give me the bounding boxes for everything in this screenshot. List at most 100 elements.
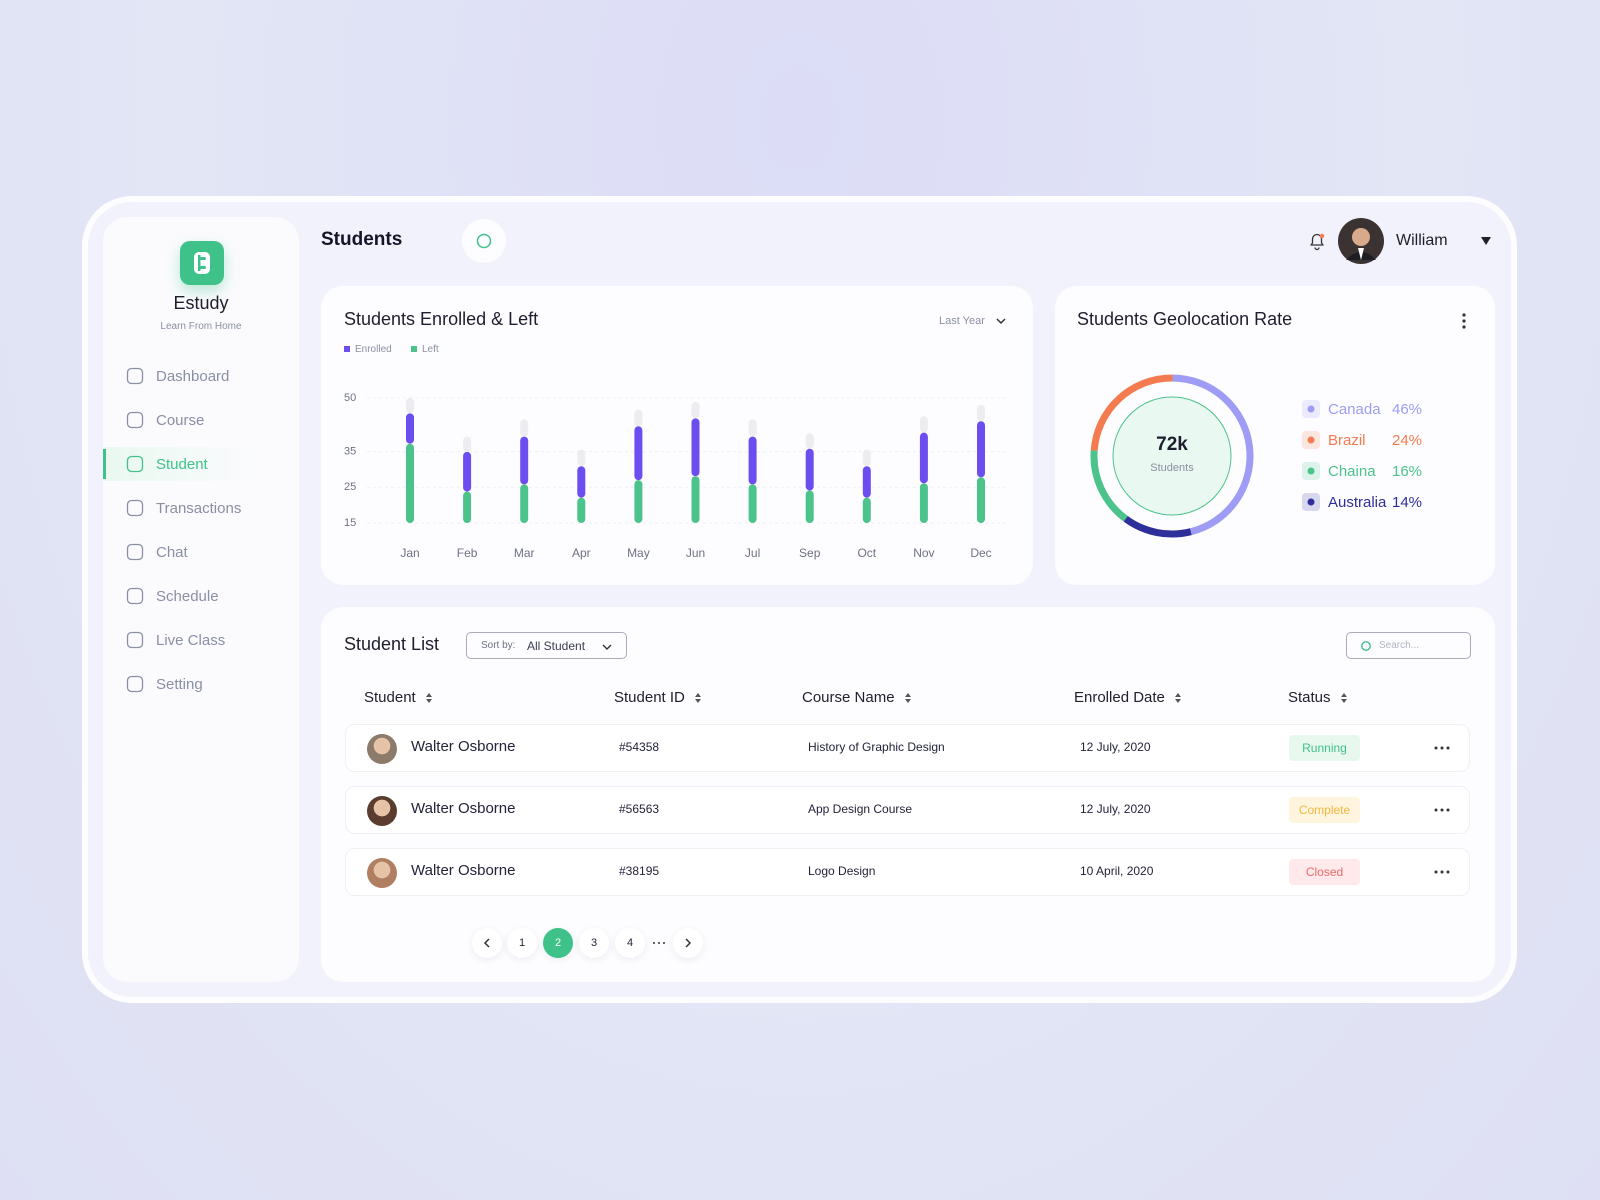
bar-segment — [919, 432, 928, 484]
search-button[interactable] — [462, 219, 506, 263]
notification-bell[interactable] — [1306, 230, 1328, 252]
bar-segment — [748, 419, 757, 437]
row-menu-dot — [1434, 746, 1438, 750]
page-number[interactable]: 3 — [579, 928, 609, 958]
bar-segment — [977, 421, 985, 478]
sort-caret — [602, 644, 612, 650]
status-badge: Closed — [1289, 859, 1360, 885]
ellipsis-dot — [658, 942, 660, 944]
donut-center — [1112, 396, 1232, 516]
list-title: Student List — [344, 634, 440, 654]
page-ellipsis[interactable] — [652, 940, 666, 946]
sort-icon — [1339, 692, 1349, 704]
column-header[interactable]: Course Name — [802, 689, 913, 706]
row-menu-dot — [1440, 870, 1444, 874]
nav-icon-shape — [126, 543, 144, 561]
x-tick-label: Sep — [799, 546, 821, 560]
filter-caret[interactable] — [996, 318, 1006, 325]
nav-label: Schedule — [156, 588, 219, 605]
chart-title: Students Enrolled & Left — [344, 309, 538, 329]
nav-item[interactable]: Chat — [103, 535, 299, 569]
nav-icon — [126, 499, 144, 517]
table-cell: 12 July, 2020 — [1080, 740, 1151, 754]
geolocation-chart: Students Geolocation Rate 72k Students C… — [1077, 309, 1466, 538]
nav-item[interactable]: Student — [103, 447, 299, 481]
search-icon — [1361, 641, 1371, 651]
page-number[interactable]: 4 — [615, 928, 645, 958]
legend-label: Chaina — [1328, 463, 1376, 480]
donut-segment — [1090, 450, 1128, 522]
bar-segment — [463, 491, 472, 523]
nav-icon-shape — [126, 499, 144, 517]
bar-segment — [577, 449, 586, 467]
bar-segment — [862, 466, 871, 498]
page-number[interactable]: 2 — [543, 928, 573, 958]
ellipsis-dot — [653, 942, 655, 944]
donut-segment — [1090, 374, 1173, 451]
table-cell: 12 July, 2020 — [1080, 802, 1151, 816]
row-menu-dot — [1446, 870, 1450, 874]
legend-swatch — [411, 346, 417, 352]
student-avatar — [367, 734, 397, 764]
row-menu[interactable] — [1432, 743, 1452, 753]
logo[interactable] — [180, 241, 224, 285]
bar-segment — [577, 497, 586, 523]
nav-icon — [126, 455, 144, 473]
x-tick-label: Nov — [913, 546, 934, 560]
bar-segment — [520, 484, 529, 523]
sort-icon — [693, 692, 703, 704]
student-name: Walter Osborne — [411, 738, 516, 755]
legend-swatch — [1307, 498, 1315, 506]
bar-segment — [634, 426, 643, 481]
bar-segment — [919, 483, 928, 523]
nav-item[interactable]: Dashboard — [103, 359, 299, 393]
card-menu[interactable] — [1462, 313, 1466, 329]
nav-item[interactable]: Setting — [103, 667, 299, 701]
column-header[interactable]: Student — [364, 689, 434, 706]
nav-item[interactable]: Course — [103, 403, 299, 437]
x-tick-label: Feb — [457, 546, 478, 560]
nav-icon-shape — [126, 631, 144, 649]
nav-item[interactable]: Transactions — [103, 491, 299, 525]
page-next[interactable] — [673, 928, 703, 958]
legend-label: Enrolled — [355, 344, 392, 355]
user-name[interactable]: William — [1396, 232, 1448, 249]
user-menu-caret[interactable] — [1479, 235, 1493, 247]
y-tick-label: 35 — [344, 445, 356, 457]
search-placeholder: Search... — [1379, 640, 1420, 651]
row-menu[interactable] — [1432, 867, 1452, 877]
period-filter[interactable]: Last Year — [939, 315, 985, 327]
row-menu[interactable] — [1432, 805, 1452, 815]
bar-segment — [406, 413, 414, 444]
bar-segment — [748, 436, 757, 485]
bar-segment — [862, 449, 871, 467]
chevron — [685, 938, 692, 948]
legend-value: 46% — [1392, 401, 1422, 418]
bar-segment — [520, 436, 529, 485]
search-box[interactable]: Search... — [1346, 632, 1471, 659]
nav-icon — [126, 587, 144, 605]
logo-icon — [194, 252, 210, 274]
nav-item[interactable]: Live Class — [103, 623, 299, 657]
bar-segment — [691, 418, 700, 477]
legend-swatch — [1307, 436, 1315, 444]
column-header[interactable]: Student ID — [614, 689, 703, 706]
page-prev[interactable] — [472, 928, 502, 958]
column-header[interactable]: Status — [1288, 689, 1349, 706]
sort-value: All Student — [527, 639, 586, 653]
x-tick-label: Oct — [857, 546, 876, 560]
bar-segment — [406, 443, 414, 523]
nav-icon-shape — [126, 587, 144, 605]
x-tick-label: Jan — [400, 546, 419, 560]
sort-dropdown[interactable]: Sort by: All Student — [466, 632, 627, 659]
legend-swatch — [1307, 467, 1315, 475]
column-label: Student ID — [614, 689, 685, 706]
column-header[interactable]: Enrolled Date — [1074, 689, 1183, 706]
nav-item[interactable]: Schedule — [103, 579, 299, 613]
user-avatar[interactable] — [1338, 218, 1384, 264]
nav-icon-shape — [126, 455, 144, 473]
status-badge: Running — [1289, 735, 1360, 761]
page-number[interactable]: 1 — [507, 928, 537, 958]
table-cell: #38195 — [619, 864, 660, 878]
